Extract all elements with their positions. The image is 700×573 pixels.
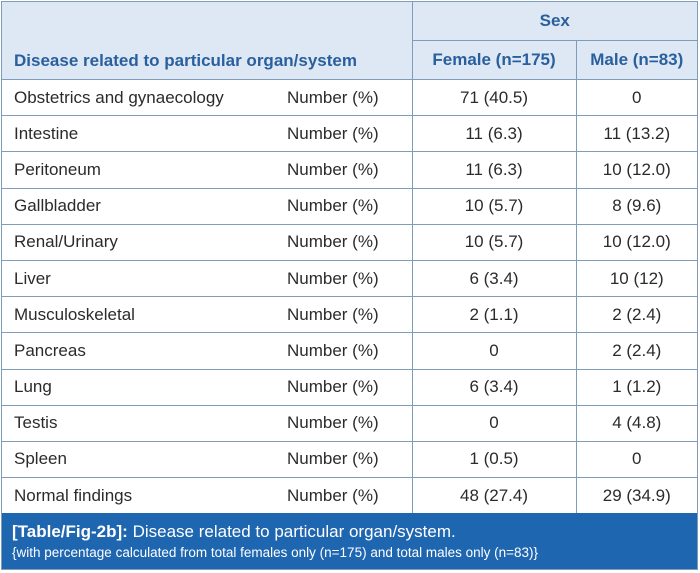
female-cell: 71 (40.5) xyxy=(411,78,577,116)
header-male: Male (n=83) xyxy=(575,40,698,80)
table-row: Normal findings Number (%) 48 (27.4) 29 … xyxy=(2,477,698,514)
header-sex: Sex xyxy=(411,2,698,41)
table-row: Obstetrics and gynaecology Number (%) 71… xyxy=(2,78,698,116)
male-cell: 10 (12.0) xyxy=(575,151,698,189)
organ-cell: Gallbladder xyxy=(2,187,257,225)
organ-cell: Testis xyxy=(2,404,257,442)
male-cell: 0 xyxy=(575,78,698,116)
female-cell: 11 (6.3) xyxy=(411,151,577,189)
stat-cell: Number (%) xyxy=(257,187,413,225)
table-row: Renal/Urinary Number (%) 10 (5.7) 10 (12… xyxy=(2,223,698,261)
caption-label: [Table/Fig-2b]: xyxy=(12,522,128,541)
female-cell: 48 (27.4) xyxy=(411,477,577,514)
stat-cell: Number (%) xyxy=(257,296,413,333)
header-female: Female (n=175) xyxy=(411,40,577,80)
male-cell: 29 (34.9) xyxy=(575,477,698,514)
organ-cell: Pancreas xyxy=(2,332,257,369)
organ-cell: Peritoneum xyxy=(2,151,257,189)
organ-cell: Renal/Urinary xyxy=(2,223,257,261)
male-cell: 4 (4.8) xyxy=(575,404,698,442)
table-row: Testis Number (%) 0 4 (4.8) xyxy=(2,404,698,442)
organ-cell: Lung xyxy=(2,368,257,406)
table-caption: [Table/Fig-2b]: Disease related to parti… xyxy=(2,513,697,569)
stat-cell: Number (%) xyxy=(257,368,413,406)
male-cell: 1 (1.2) xyxy=(575,368,698,406)
organ-cell: Musculoskeletal xyxy=(2,296,257,333)
male-cell: 11 (13.2) xyxy=(575,115,698,152)
organ-cell: Liver xyxy=(2,259,257,297)
table-row: Peritoneum Number (%) 11 (6.3) 10 (12.0) xyxy=(2,151,698,189)
female-cell: 1 (0.5) xyxy=(411,440,577,478)
table-body: Obstetrics and gynaecology Number (%) 71… xyxy=(2,78,698,514)
organ-cell: Obstetrics and gynaecology xyxy=(2,78,257,116)
female-cell: 0 xyxy=(411,332,577,369)
female-cell: 11 (6.3) xyxy=(411,115,577,152)
male-cell: 8 (9.6) xyxy=(575,187,698,225)
stat-cell: Number (%) xyxy=(257,115,413,152)
header-row-columns: Female (n=175) Male (n=83) xyxy=(2,40,698,80)
stat-cell: Number (%) xyxy=(257,223,413,261)
caption-note: {with percentage calculated from total f… xyxy=(12,545,539,560)
caption-title: Disease related to particular organ/syst… xyxy=(132,522,456,541)
stat-cell: Number (%) xyxy=(257,440,413,478)
male-cell: 10 (12) xyxy=(575,259,698,297)
female-cell: 6 (3.4) xyxy=(411,259,577,297)
female-cell: 0 xyxy=(411,404,577,442)
table-row: Intestine Number (%) 11 (6.3) 11 (13.2) xyxy=(2,115,698,152)
stat-cell: Number (%) xyxy=(257,477,413,514)
organ-cell: Spleen xyxy=(2,440,257,478)
table-row: Musculoskeletal Number (%) 2 (1.1) 2 (2.… xyxy=(2,296,698,333)
female-cell: 10 (5.7) xyxy=(411,223,577,261)
header-row-group: Disease related to particular organ/syst… xyxy=(2,2,698,80)
stat-cell: Number (%) xyxy=(257,259,413,297)
caption-title-line: [Table/Fig-2b]: Disease related to parti… xyxy=(12,521,697,543)
table-row: Lung Number (%) 6 (3.4) 1 (1.2) xyxy=(2,368,698,406)
female-cell: 2 (1.1) xyxy=(411,296,577,333)
organ-cell: Intestine xyxy=(2,115,257,152)
male-cell: 2 (2.4) xyxy=(575,296,698,333)
stat-cell: Number (%) xyxy=(257,332,413,369)
stat-cell: Number (%) xyxy=(257,151,413,189)
table-row: Pancreas Number (%) 0 2 (2.4) xyxy=(2,332,698,369)
table-row: Liver Number (%) 6 (3.4) 10 (12) xyxy=(2,259,698,297)
header-disease: Disease related to particular organ/syst… xyxy=(2,2,413,80)
stat-cell: Number (%) xyxy=(257,78,413,116)
organ-cell: Normal findings xyxy=(2,477,257,514)
male-cell: 0 xyxy=(575,440,698,478)
female-cell: 6 (3.4) xyxy=(411,368,577,406)
table-row: Spleen Number (%) 1 (0.5) 0 xyxy=(2,440,698,478)
table-row: Gallbladder Number (%) 10 (5.7) 8 (9.6) xyxy=(2,187,698,225)
stat-cell: Number (%) xyxy=(257,404,413,442)
male-cell: 2 (2.4) xyxy=(575,332,698,369)
data-table: Disease related to particular organ/syst… xyxy=(2,2,698,514)
male-cell: 10 (12.0) xyxy=(575,223,698,261)
female-cell: 10 (5.7) xyxy=(411,187,577,225)
